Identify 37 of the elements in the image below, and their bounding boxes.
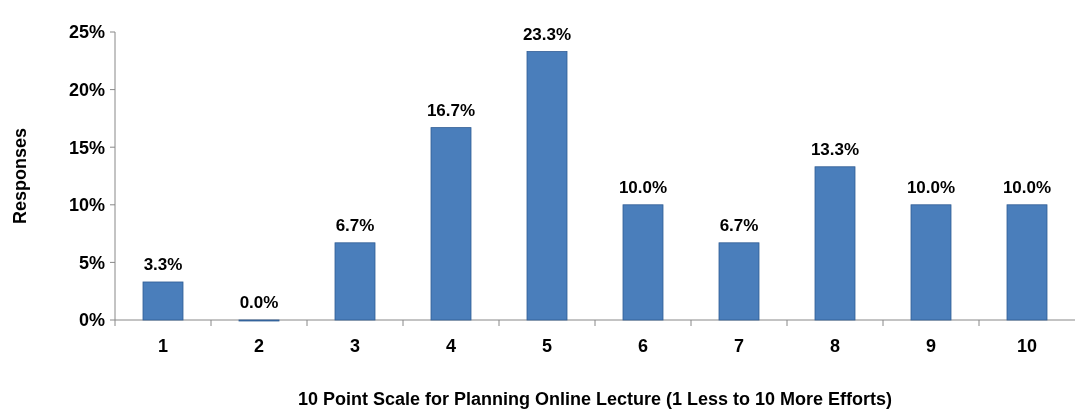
data-label: 3.3% xyxy=(143,254,183,274)
data-label: 6.7% xyxy=(335,215,375,235)
data-label: 13.3% xyxy=(810,139,860,159)
y-axis-title: Responses xyxy=(10,127,30,225)
bar xyxy=(526,51,568,321)
bar xyxy=(814,166,856,321)
y-tick-label: 10% xyxy=(68,195,105,216)
x-tick-label: 10 xyxy=(1016,336,1038,356)
data-label: 6.7% xyxy=(719,215,759,235)
x-axis-title: 10 Point Scale for Planning Online Lecture (1 Less to 10 More Efforts) xyxy=(297,389,893,409)
y-tick-label: 0% xyxy=(78,310,105,331)
bar xyxy=(334,242,376,321)
bar xyxy=(430,127,472,321)
y-tick-label: 5% xyxy=(78,252,105,273)
x-tick-label: 8 xyxy=(829,336,841,356)
data-label: 0.0% xyxy=(239,293,279,312)
x-tick-label: 6 xyxy=(637,336,649,356)
x-tick-label: 7 xyxy=(733,336,745,356)
data-label: 10.0% xyxy=(618,177,668,197)
x-tick-label: 9 xyxy=(925,336,937,356)
x-tick-label: 3 xyxy=(349,336,361,356)
y-tick-label: 20% xyxy=(68,79,105,100)
x-tick-label: 4 xyxy=(445,336,457,356)
bar xyxy=(718,242,760,321)
data-label: 10.0% xyxy=(906,177,956,197)
y-tick-label: 25% xyxy=(68,22,105,43)
bar xyxy=(910,204,952,321)
data-label: 23.3% xyxy=(522,24,572,44)
y-tick-label: 15% xyxy=(68,137,105,158)
data-label: 16.7% xyxy=(426,100,476,120)
bar xyxy=(1006,204,1048,321)
x-tick-label: 1 xyxy=(157,336,169,356)
x-tick-label: 2 xyxy=(253,336,265,356)
data-label: 10.0% xyxy=(1002,177,1052,197)
x-tick-label: 5 xyxy=(541,336,553,356)
bar xyxy=(142,281,184,321)
bar xyxy=(622,204,664,321)
